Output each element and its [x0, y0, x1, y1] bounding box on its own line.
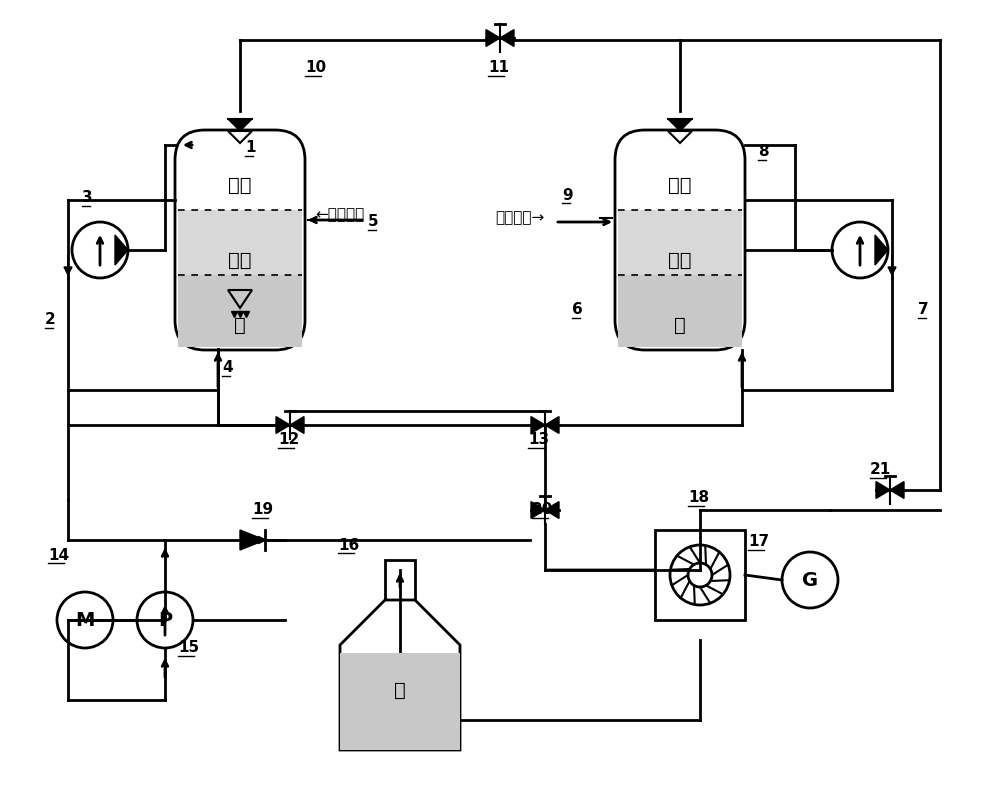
Text: 3: 3: [82, 190, 93, 205]
FancyArrow shape: [888, 255, 896, 275]
Polygon shape: [668, 119, 692, 131]
Text: G: G: [802, 570, 818, 589]
Text: 气相: 气相: [668, 175, 692, 194]
Text: 13: 13: [528, 432, 549, 447]
Text: 18: 18: [688, 491, 709, 505]
Text: 16: 16: [338, 538, 359, 553]
Bar: [178, 210, 302, 275]
Bar: [655, 530, 745, 620]
Text: 4: 4: [222, 361, 233, 376]
Polygon shape: [486, 29, 500, 47]
Text: 5: 5: [368, 214, 379, 229]
Text: 水: 水: [674, 316, 686, 335]
Text: 水: 水: [394, 680, 406, 699]
Text: 17: 17: [748, 534, 769, 550]
Text: 11: 11: [488, 60, 509, 75]
Text: 液相: 液相: [228, 251, 252, 270]
Text: 12: 12: [278, 432, 299, 447]
Text: 15: 15: [178, 641, 199, 656]
Bar: [618, 210, 742, 275]
FancyBboxPatch shape: [615, 130, 745, 350]
Polygon shape: [115, 235, 128, 265]
Polygon shape: [890, 481, 904, 498]
Text: 液相: 液相: [668, 251, 692, 270]
Polygon shape: [545, 416, 559, 434]
Text: M: M: [75, 611, 95, 630]
Text: 气相: 气相: [228, 175, 252, 194]
Text: 1: 1: [245, 140, 256, 155]
FancyBboxPatch shape: [175, 130, 305, 350]
Text: 20: 20: [532, 503, 553, 518]
Text: 8: 8: [758, 144, 769, 159]
Text: 水: 水: [234, 316, 246, 335]
Text: 6: 6: [572, 302, 583, 317]
Text: 21: 21: [870, 462, 891, 477]
Text: ←液体活塞: ←液体活塞: [315, 208, 364, 223]
Text: 7: 7: [918, 302, 929, 317]
Bar: [618, 275, 742, 347]
Bar: [178, 275, 302, 347]
Polygon shape: [290, 416, 304, 434]
Text: P: P: [158, 611, 172, 630]
Text: 19: 19: [252, 503, 273, 518]
Text: 10: 10: [305, 60, 326, 75]
Polygon shape: [276, 416, 290, 434]
Text: 9: 9: [562, 187, 573, 202]
Text: 液体活塞→: 液体活塞→: [495, 210, 544, 225]
Polygon shape: [875, 235, 888, 265]
Bar: [385, 560, 415, 600]
Polygon shape: [340, 600, 460, 750]
Polygon shape: [531, 502, 545, 519]
Text: 2: 2: [45, 312, 56, 328]
Polygon shape: [228, 119, 252, 131]
Polygon shape: [876, 481, 890, 498]
Polygon shape: [545, 502, 559, 519]
Text: 14: 14: [48, 547, 69, 562]
Polygon shape: [531, 416, 545, 434]
FancyArrow shape: [64, 255, 72, 275]
Polygon shape: [240, 530, 265, 550]
Polygon shape: [340, 653, 460, 750]
Polygon shape: [500, 29, 514, 47]
